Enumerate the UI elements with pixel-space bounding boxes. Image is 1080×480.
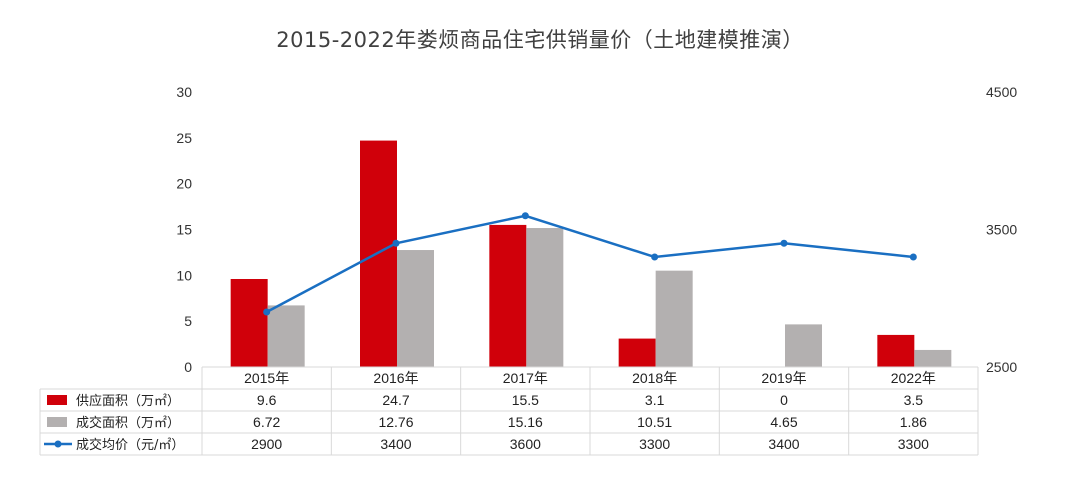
table-cell-value: 1.86 bbox=[900, 414, 927, 430]
category-label: 2016年 bbox=[373, 370, 418, 386]
series-name-label: 供应面积（万㎡） bbox=[76, 393, 180, 409]
bar-transaction-5 bbox=[914, 349, 952, 367]
bar-transaction-3 bbox=[655, 270, 693, 367]
category-label: 2022年 bbox=[891, 370, 936, 386]
bar-supply-5 bbox=[877, 334, 915, 367]
table-cell-value: 3.1 bbox=[645, 392, 665, 408]
table-cell-value: 10.51 bbox=[637, 414, 672, 430]
table-cell-value: 12.76 bbox=[378, 414, 413, 430]
left-axis-tick-label: 25 bbox=[176, 130, 192, 146]
price-point-0 bbox=[263, 308, 271, 316]
left-axis-tick-label: 10 bbox=[176, 267, 192, 283]
price-point-4 bbox=[780, 239, 788, 247]
bar-transaction-4 bbox=[785, 324, 822, 367]
line-series bbox=[263, 212, 917, 316]
table-cell-value: 4.65 bbox=[770, 414, 797, 430]
right-axis-tick-label: 3500 bbox=[986, 222, 1017, 238]
right-axis-ticks: 2500 3500 4500 bbox=[986, 84, 1017, 375]
table-cell-value: 3600 bbox=[510, 436, 541, 452]
table-cell-value: 24.7 bbox=[382, 392, 409, 408]
bar-transaction-2 bbox=[526, 228, 564, 367]
left-axis-ticks: 0 5 10 15 20 25 30 bbox=[176, 84, 192, 375]
right-axis-tick-label: 4500 bbox=[986, 84, 1017, 100]
price-line bbox=[266, 214, 914, 314]
table-cell-value: 2900 bbox=[251, 436, 282, 452]
category-label: 2018年 bbox=[632, 370, 677, 386]
bar-supply-0 bbox=[230, 279, 268, 367]
legend-key-1 bbox=[47, 417, 67, 427]
bar-series bbox=[202, 140, 978, 368]
left-axis-tick-label: 5 bbox=[184, 313, 192, 329]
table-cell-value: 3300 bbox=[898, 436, 929, 452]
left-axis-tick-label: 15 bbox=[176, 222, 192, 238]
category-label: 2019年 bbox=[761, 370, 806, 386]
chart-title: 2015-2022年娄烦商品住宅供销量价（土地建模推演） bbox=[276, 28, 804, 52]
bar-transaction-1 bbox=[397, 250, 434, 367]
table-cell-value: 15.16 bbox=[508, 414, 543, 430]
table-cell-value: 15.5 bbox=[512, 392, 539, 408]
table-cell-value: 3400 bbox=[380, 436, 411, 452]
table-cell-value: 3.5 bbox=[904, 392, 924, 408]
price-point-5 bbox=[909, 253, 917, 261]
table-cell-value: 6.72 bbox=[253, 414, 280, 430]
bar-supply-2 bbox=[489, 224, 527, 367]
table-cell-value: 3400 bbox=[768, 436, 799, 452]
category-label: 2017年 bbox=[503, 370, 548, 386]
series-name-label: 成交面积（万㎡） bbox=[76, 415, 180, 431]
price-point-3 bbox=[651, 253, 659, 261]
table-cell-value: 3300 bbox=[639, 436, 670, 452]
bar-supply-3 bbox=[618, 338, 656, 367]
category-label: 2015年 bbox=[244, 370, 289, 386]
legend-key-0 bbox=[47, 395, 67, 405]
table-cell-value: 0 bbox=[780, 392, 788, 408]
left-axis-tick-label: 20 bbox=[176, 176, 192, 192]
bar-transaction-0 bbox=[267, 305, 305, 367]
series-name-label: 成交均价（元/㎡） bbox=[76, 437, 184, 453]
left-axis-tick-label: 30 bbox=[176, 84, 192, 100]
left-axis-tick-label: 0 bbox=[184, 359, 192, 375]
table-cell-value: 9.6 bbox=[257, 392, 277, 408]
price-point-1 bbox=[392, 239, 400, 247]
right-axis-tick-label: 2500 bbox=[986, 359, 1017, 375]
price-point-2 bbox=[521, 212, 529, 220]
legend-key-marker bbox=[54, 440, 62, 448]
